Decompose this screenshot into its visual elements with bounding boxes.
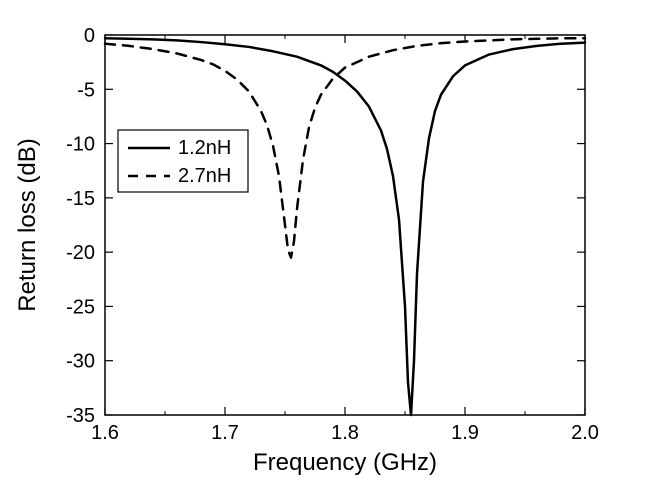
plot-frame — [105, 35, 585, 415]
ytick-label: -20 — [66, 242, 95, 264]
line-chart: 1.6 1.7 1.8 1.9 2.0 -35 -30 -25 -20 -15 -10 -5 0 Freq… — [0, 0, 645, 502]
xtick-label: 2.0 — [571, 422, 599, 444]
legend-label-1: 2.7nH — [178, 165, 231, 187]
xtick-label: 1.6 — [91, 422, 119, 444]
ytick-label: -5 — [77, 79, 95, 101]
ytick-label: -30 — [66, 351, 95, 373]
xlabel: Frequency (GHz) — [253, 449, 437, 476]
xtick-label: 1.9 — [451, 422, 479, 444]
chart-container: 1.6 1.7 1.8 1.9 2.0 -35 -30 -25 -20 -15 -10 -5 0 Freq… — [0, 0, 645, 502]
legend-label-0: 1.2nH — [178, 137, 231, 159]
ytick-label: -15 — [66, 188, 95, 210]
xtick-label: 1.7 — [211, 422, 239, 444]
series-0 — [105, 38, 585, 415]
ytick-label: -35 — [66, 405, 95, 427]
ytick-label: 0 — [84, 25, 95, 47]
xtick-label: 1.8 — [331, 422, 359, 444]
ytick-label: -25 — [66, 296, 95, 318]
ytick-label: -10 — [66, 134, 95, 156]
ylabel: Return loss (dB) — [14, 138, 41, 311]
